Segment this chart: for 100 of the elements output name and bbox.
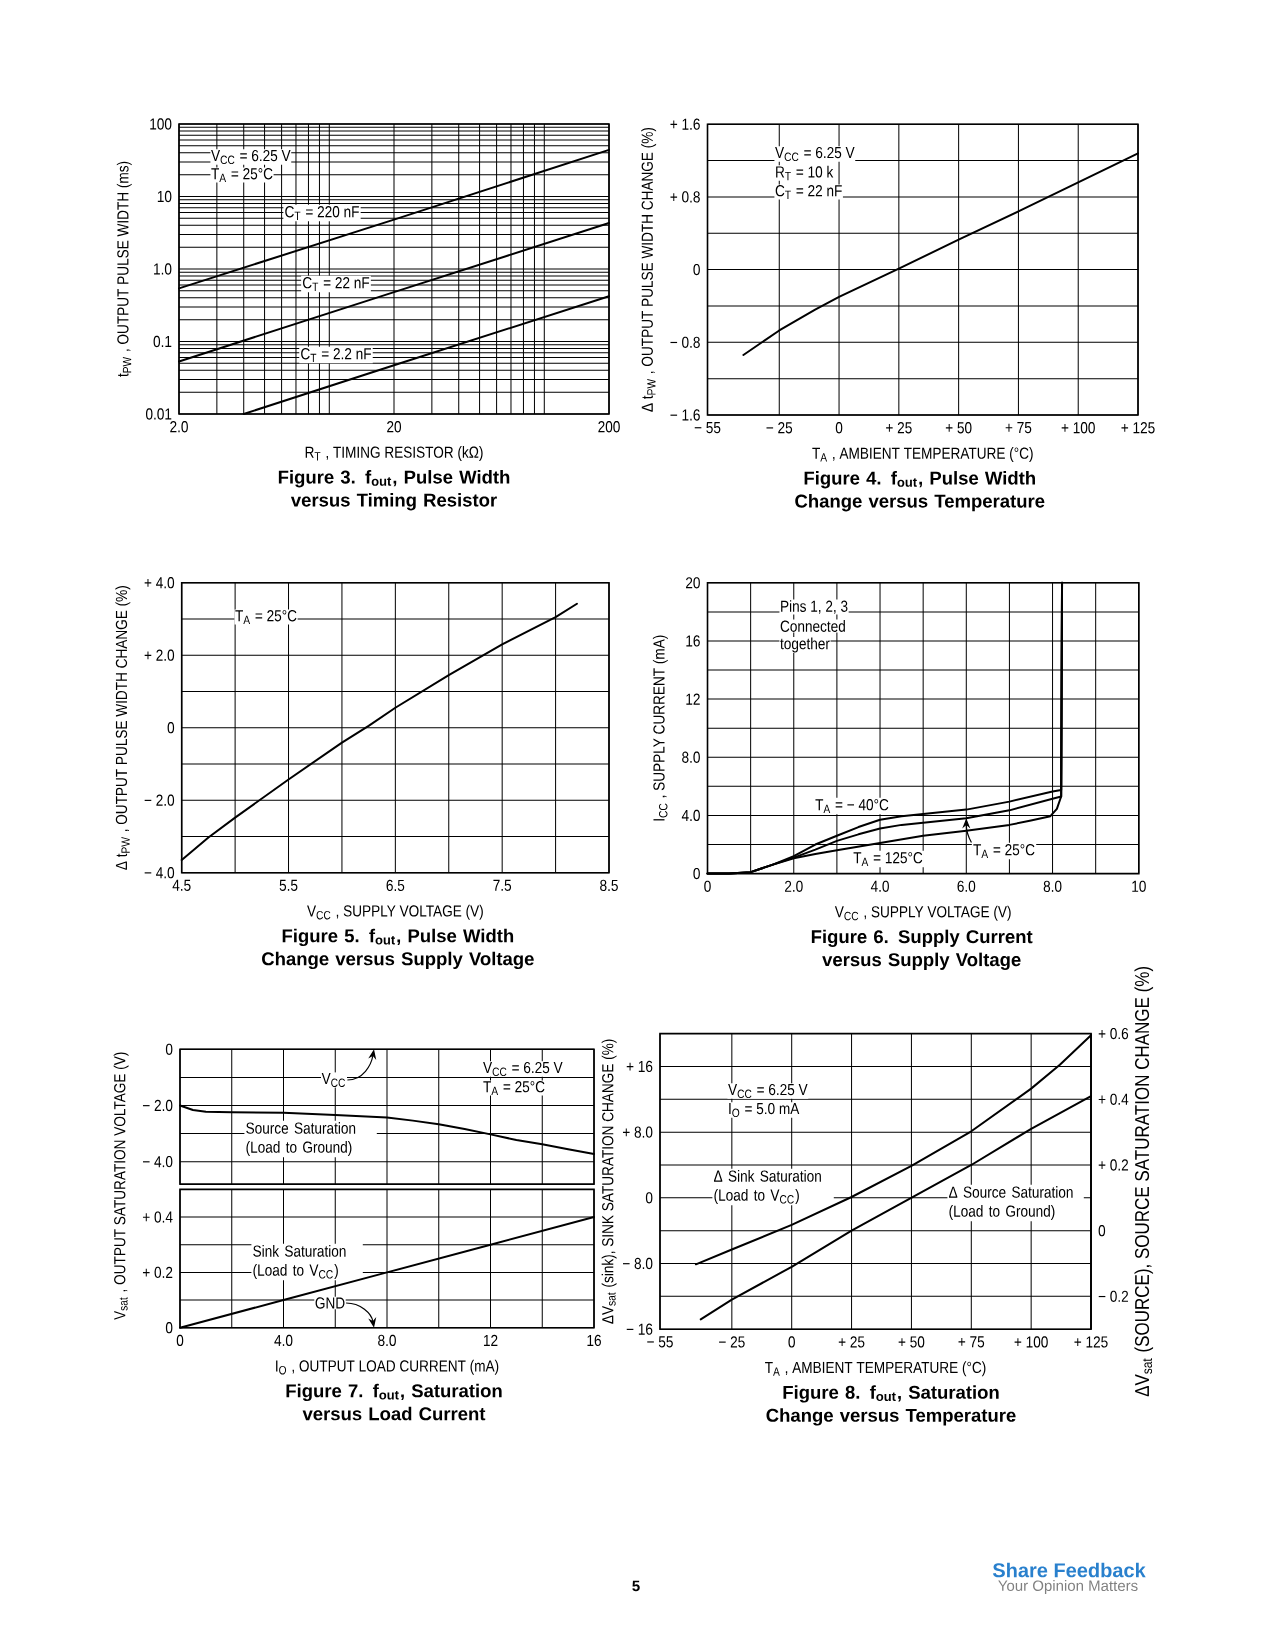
x-tick-label: 0 bbox=[788, 1336, 795, 1348]
x-tick-label: − 25 bbox=[766, 422, 793, 434]
series-label: Source Saturation (Load to Ground) bbox=[246, 1122, 356, 1156]
y-tick-label: − 1.6 bbox=[670, 409, 700, 421]
y-tick-label: 0 bbox=[693, 867, 700, 880]
y-tick-label: + 0.8 bbox=[670, 191, 700, 203]
y-tick-label: + 0.2 bbox=[142, 1266, 173, 1279]
x-tick-label: + 100 bbox=[1061, 422, 1095, 434]
y-tick-label: 0.01 bbox=[146, 408, 172, 420]
series-label: T$_{A}$ = − 40°C bbox=[815, 799, 889, 813]
x-tick-label: 6.0 bbox=[957, 880, 976, 892]
y-axis-title: Δ t$_{PW}$ , OUTPUT PULSE WIDTH CHANGE (%) bbox=[641, 127, 657, 412]
series-label: Δ Source Saturation (Load to Ground) bbox=[949, 1186, 1073, 1220]
series-label: Δ Sink Saturation (Load to V$_{CC}$) bbox=[714, 1170, 821, 1204]
annotation: C$_{T}$ = 22 nF bbox=[775, 185, 842, 199]
y-tick-label: − 2.0 bbox=[144, 794, 175, 806]
y-tick-label: − 8.0 bbox=[622, 1257, 653, 1270]
y-tick-label: + 2.0 bbox=[144, 649, 175, 661]
x-tick-label: 8.0 bbox=[378, 1334, 396, 1347]
x-tick-label: 0 bbox=[835, 422, 843, 434]
text: Figure 5. f$_{out}$, Pulse Width Change versus Supply Voltage bbox=[262, 928, 534, 970]
x-tick-label: 4.0 bbox=[274, 1334, 293, 1347]
y-tick-label: + 16 bbox=[626, 1060, 653, 1073]
x-tick-label: 0 bbox=[176, 1334, 184, 1347]
y-tick-label: 0 bbox=[165, 1322, 173, 1334]
x-tick-label: 2.0 bbox=[785, 880, 803, 892]
x-tick-label: + 50 bbox=[898, 1336, 925, 1348]
y-tick-label: − 0.8 bbox=[670, 336, 700, 348]
y2-tick-label: − 0.2 bbox=[1098, 1290, 1129, 1303]
y-tick-label: 100 bbox=[150, 118, 172, 130]
annotation: V$_{CC}$ bbox=[321, 1073, 345, 1087]
x-tick-label: + 50 bbox=[945, 422, 972, 434]
x-tick-label: + 125 bbox=[1074, 1336, 1108, 1348]
y-tick-label: 1.0 bbox=[154, 263, 172, 275]
y-tick-label: 8.0 bbox=[682, 751, 700, 763]
x-axis-title: T$_{A}$ , AMBIENT TEMPERATURE (°C) bbox=[812, 447, 1033, 463]
x-tick-label: + 100 bbox=[1014, 1336, 1048, 1348]
x-tick-label: 8.0 bbox=[1043, 880, 1062, 892]
annotation: I$_{O}$ = 5.0 mA bbox=[729, 1102, 800, 1118]
y2-axis-title: ΔV$_{sat}$ (SOURCE), SOURCE SATURATION CHANGE (%) bbox=[1134, 967, 1154, 1397]
y-tick-label: 16 bbox=[686, 635, 700, 647]
annotation: Connected bbox=[780, 620, 845, 632]
x-tick-label: + 75 bbox=[1005, 422, 1032, 434]
legend-label: T$_{A}$ = 25°C bbox=[973, 844, 1035, 858]
annotation: V$_{CC}$ = 6.25 V bbox=[728, 1083, 808, 1099]
x-tick-label: + 25 bbox=[886, 422, 912, 434]
x-tick-label: 10 bbox=[1132, 880, 1146, 892]
y-tick-label: + 4.0 bbox=[144, 577, 175, 589]
x-tick-label: − 55 bbox=[647, 1336, 673, 1348]
y2-tick-label: + 0.6 bbox=[1098, 1027, 1129, 1040]
x-tick-label: − 25 bbox=[719, 1336, 745, 1348]
x-tick-label: 6.5 bbox=[386, 879, 405, 892]
text: Share Feedback bbox=[992, 1562, 1146, 1578]
annotation: V$_{CC}$ = 6.25 V bbox=[211, 149, 291, 165]
y2-tick-label: + 0.4 bbox=[1098, 1093, 1129, 1105]
series-label: C$_{T}$ = 22 nF bbox=[303, 277, 370, 291]
y2-tick-label: 0 bbox=[1098, 1225, 1106, 1237]
series-label: Sink Saturation (Load to V$_{CC}$) bbox=[253, 1245, 346, 1279]
text: Figure 3. f$_{out}$, Pulse Width versus Timing Resistor bbox=[278, 470, 510, 511]
y-tick-label: 0 bbox=[167, 722, 175, 734]
annotation: T$_{A}$ = 25°C bbox=[211, 168, 273, 182]
annotation: together bbox=[780, 637, 830, 653]
x-tick-label: 4.0 bbox=[870, 880, 889, 892]
x-axis-title: V$_{CC}$ , SUPPLY VOLTAGE (V) bbox=[307, 904, 483, 920]
y-tick-label: 20 bbox=[686, 577, 700, 589]
x-tick-label: 0 bbox=[704, 880, 711, 892]
annotation: V$_{CC}$ = 6.25 V bbox=[483, 1061, 563, 1077]
y-axis-title: I$_{CC}$ , SUPPLY CURRENT (mA) bbox=[652, 635, 668, 821]
x-tick-label: 4.5 bbox=[172, 879, 191, 891]
y-tick-label: + 0.4 bbox=[142, 1211, 173, 1223]
x-axis-title: V$_{CC}$ , SUPPLY VOLTAGE (V) bbox=[834, 905, 1011, 921]
text: Figure 6. Supply Current versus Supply Voltage bbox=[811, 929, 1033, 970]
y-tick-label: 0 bbox=[693, 263, 700, 276]
annotation: Pins 1, 2, 3 bbox=[781, 600, 848, 614]
x-tick-label: − 55 bbox=[694, 422, 721, 434]
annotation: T$_{A}$ = 25°C bbox=[235, 610, 297, 624]
x-tick-label: + 75 bbox=[958, 1336, 985, 1348]
x-tick-label: + 25 bbox=[838, 1336, 865, 1348]
y-tick-label: 0 bbox=[645, 1192, 653, 1204]
y-tick-label: + 1.6 bbox=[670, 118, 700, 130]
y-tick-label: 0 bbox=[165, 1043, 173, 1055]
annotation: T$_{A}$ = 25°C bbox=[483, 1081, 545, 1095]
y-tick-label: − 4.0 bbox=[144, 867, 175, 879]
series-label: T$_{A}$ = 125°C bbox=[853, 852, 923, 866]
y2-tick-label: + 0.2 bbox=[1098, 1159, 1129, 1171]
x-tick-label: 2.0 bbox=[170, 421, 188, 433]
y-tick-label: 12 bbox=[686, 693, 700, 705]
y-tick-label: 0.1 bbox=[153, 335, 172, 348]
text: 5 bbox=[632, 1580, 640, 1592]
x-tick-label: 12 bbox=[483, 1334, 498, 1346]
text: Figure 4. f$_{out}$, Pulse Width Change versus Temperature bbox=[795, 471, 1045, 512]
annotation: GND bbox=[315, 1297, 345, 1309]
y-axis-title: t$_{PW}$ , OUTPUT PULSE WIDTH (ms) bbox=[116, 161, 132, 377]
x-tick-label: + 125 bbox=[1121, 422, 1155, 434]
x-tick-label: 7.5 bbox=[493, 879, 512, 891]
y-tick-label: − 2.0 bbox=[142, 1099, 173, 1112]
y-axis-title: V$_{sat}$ , OUTPUT SATURATION VOLTAGE (V) bbox=[113, 1052, 129, 1320]
y-axis-title: ΔV$_{sat}$ (sink), SINK SATURATION CHANGE (%) bbox=[601, 1039, 617, 1324]
series-label: C$_{T}$ = 220 nF bbox=[285, 206, 359, 220]
x-tick-label: 200 bbox=[598, 421, 620, 433]
